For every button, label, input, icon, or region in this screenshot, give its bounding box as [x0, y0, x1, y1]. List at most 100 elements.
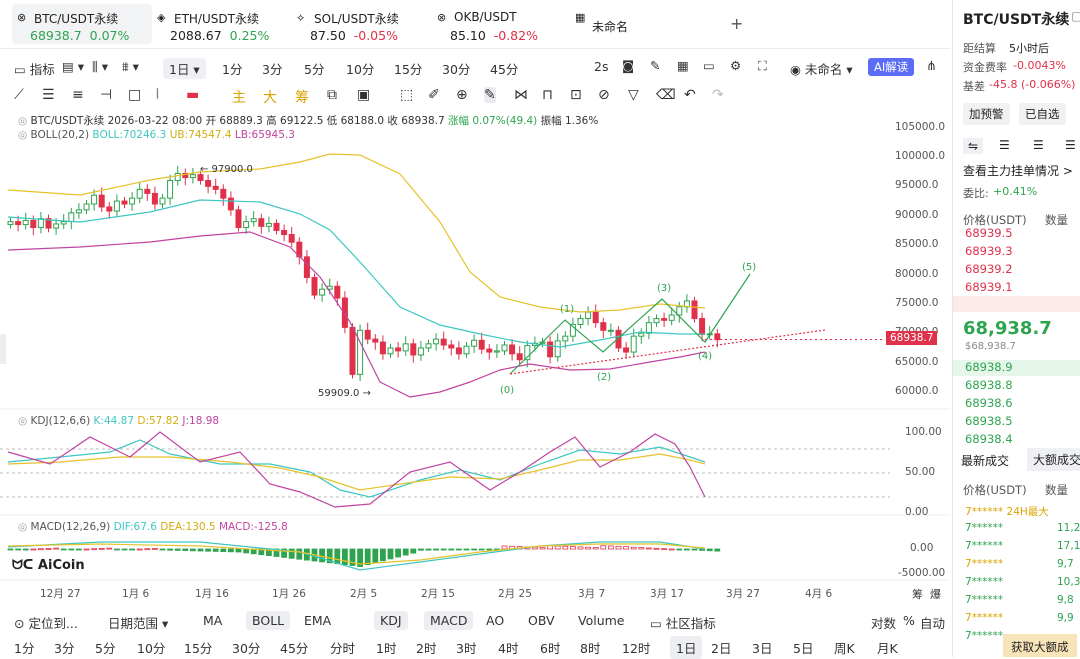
interval-button[interactable]: 1分 — [14, 641, 35, 656]
add-tab-button[interactable]: + — [730, 14, 744, 33]
share-icon[interactable]: ⋔ — [926, 58, 937, 73]
indicator-toggle[interactable]: MACD — [424, 611, 474, 630]
measure-icon[interactable]: ✎ — [484, 87, 496, 103]
interval-option[interactable]: 5分 — [304, 62, 325, 77]
large-order-button[interactable]: 大 — [263, 90, 277, 106]
community-indicator-button[interactable]: ▭ 社区指标 — [650, 616, 716, 631]
ruler-icon[interactable]: ⦚ — [156, 87, 159, 103]
interval-option[interactable]: 30分 — [442, 62, 471, 77]
image-icon[interactable]: ▣ — [357, 87, 371, 103]
template-selector[interactable]: ◉ 未命名 ▾ — [790, 62, 853, 77]
interval-button[interactable]: 1日 — [670, 636, 703, 659]
indicator-toggle[interactable]: KDJ — [374, 611, 408, 630]
get-big-trades-button[interactable]: 获取大额成 — [1003, 634, 1077, 657]
copy-icon[interactable]: ⧉ — [327, 87, 337, 103]
interval-button[interactable]: 2日 — [711, 641, 732, 656]
fullscreen-icon[interactable]: ⛶ — [758, 58, 767, 73]
interval-button[interactable]: 1时 — [376, 641, 397, 656]
chart-area[interactable]: ← 97900.0 59909.0 → (0) (1) (2) (3) (4) (5) — [0, 112, 950, 607]
chart-style-icon[interactable]: ⩩ ▾ — [122, 59, 139, 74]
indicator-toggle[interactable]: OBV — [528, 613, 555, 628]
interval-option[interactable]: 10分 — [346, 62, 375, 77]
trendline-icon[interactable]: ⟋ — [14, 87, 24, 103]
link-icon[interactable]: ⊘ — [598, 87, 610, 103]
interval-button[interactable]: 10分 — [137, 641, 166, 656]
symbol-tab[interactable]: ⊗ BTC/USDT永续 68938.7 0.07% — [12, 4, 152, 44]
undo-icon[interactable]: ↶ — [684, 87, 696, 103]
parallel-lines-icon[interactable]: ☰ — [42, 87, 55, 103]
calendar-icon[interactable]: ▦ — [677, 58, 689, 73]
indicator-toggle[interactable]: Volume — [578, 613, 625, 628]
filter-icon[interactable]: ▽ — [628, 87, 639, 103]
ask-row[interactable]: 68939.3 — [965, 244, 1013, 258]
big-trades-tab[interactable]: 大额成交 — [1027, 448, 1080, 471]
ask-row[interactable]: 68939.5 — [965, 226, 1013, 240]
copy-icon[interactable]: ▢ — [1071, 9, 1080, 23]
interval-button[interactable]: 月K — [877, 641, 898, 656]
add-alert-button[interactable]: 加预警 — [963, 103, 1010, 125]
trash-icon[interactable]: ⌫ — [656, 87, 676, 103]
interval-button[interactable]: 分时 — [330, 641, 356, 656]
interval-button[interactable]: 8时 — [580, 641, 601, 656]
interval-button[interactable]: 6时 — [540, 641, 561, 656]
interval-option[interactable]: 15分 — [394, 62, 423, 77]
indicator-toggle[interactable]: MA — [203, 613, 223, 628]
symbol-tab[interactable]: ⊗ OKB/USDT 85.10 -0.82% — [432, 4, 572, 44]
refresh-interval[interactable]: 2s — [594, 59, 609, 74]
log-scale-toggle[interactable]: 对数 — [871, 616, 897, 631]
interval-option[interactable]: 3分 — [262, 62, 283, 77]
magnet-icon[interactable]: ▬ — [186, 87, 200, 103]
bid-row[interactable]: 68938.8 — [965, 378, 1013, 392]
interval-button[interactable]: 5分 — [95, 641, 116, 656]
depth-link[interactable]: 查看主力挂单情况 > — [963, 164, 1073, 178]
ask-row[interactable]: 68939.2 — [965, 262, 1013, 276]
hide-icon[interactable]: ⊡ — [570, 87, 582, 103]
settings-icon[interactable]: ⚙ — [730, 58, 742, 73]
layout-icon[interactable]: ▤ ▾ — [62, 59, 85, 74]
orderbook-bids-icon[interactable]: ☰ — [999, 138, 1010, 152]
bid-row[interactable]: 68938.5 — [965, 414, 1013, 428]
orderbook-list-icon[interactable]: ☰ — [1065, 138, 1076, 152]
interval-button[interactable]: 3分 — [54, 641, 75, 656]
percent-toggle[interactable]: % — [903, 613, 915, 628]
candle-type-icon[interactable]: ⫼ ▾ — [92, 59, 108, 74]
locate-button[interactable]: ⊙ 定位到... — [14, 616, 78, 631]
lock-icon[interactable]: ⊓ — [542, 87, 553, 103]
interval-option[interactable]: 1分 — [222, 62, 243, 77]
auto-scale-toggle[interactable]: 自动 — [920, 616, 946, 631]
eye-icon[interactable]: ◎ — [18, 521, 28, 533]
interval-button[interactable]: 2时 — [416, 641, 437, 656]
zoom-icon[interactable]: ⊕ — [456, 87, 468, 103]
symbol-tab[interactable]: ▦ 未命名 — [570, 4, 710, 44]
select-icon[interactable]: ⬚ — [400, 87, 414, 103]
symbol-tab[interactable]: ◈ ETH/USDT永续 2088.67 0.25% — [152, 4, 292, 44]
eye-icon[interactable]: ◎ — [18, 115, 28, 127]
pencil-icon[interactable]: ✎ — [650, 58, 661, 73]
ai-analysis-button[interactable]: AI解读 — [868, 58, 915, 76]
indicator-toggle[interactable]: EMA — [304, 613, 332, 628]
eye-icon[interactable]: ◎ — [18, 129, 28, 141]
orderbook-asks-icon[interactable]: ☰ — [1033, 138, 1044, 152]
brush-icon[interactable]: ✐ — [428, 87, 440, 103]
fib-icon[interactable]: ≡ — [72, 87, 84, 103]
wave-icon[interactable]: ⋈ — [514, 87, 528, 103]
interval-button[interactable]: 30分 — [232, 641, 261, 656]
bid-row[interactable]: 68938.6 — [965, 396, 1013, 410]
eye-icon[interactable]: ◎ — [18, 415, 28, 427]
indicator-button[interactable]: ▭ 指标 — [14, 62, 55, 77]
orderbook-both-icon[interactable]: ⇋ — [963, 138, 984, 154]
interval-button[interactable]: 15分 — [184, 641, 213, 656]
interval-button[interactable]: 周K — [834, 641, 855, 656]
interval-button[interactable]: 12时 — [622, 641, 651, 656]
main-force-button[interactable]: 主 — [232, 90, 246, 106]
favorite-button[interactable]: 已自选 — [1019, 103, 1066, 125]
interval-button[interactable]: 3时 — [456, 641, 477, 656]
interval-button[interactable]: 3日 — [752, 641, 773, 656]
interval-selector[interactable]: 1日 ▾ — [163, 58, 206, 79]
ask-row[interactable]: 68939.1 — [965, 280, 1013, 294]
interval-button[interactable]: 45分 — [280, 641, 309, 656]
camera-icon[interactable]: ◙ — [622, 58, 635, 73]
interval-button[interactable]: 5日 — [793, 641, 814, 656]
rectangle-icon[interactable]: □ — [128, 87, 142, 103]
interval-button[interactable]: 4时 — [498, 641, 519, 656]
